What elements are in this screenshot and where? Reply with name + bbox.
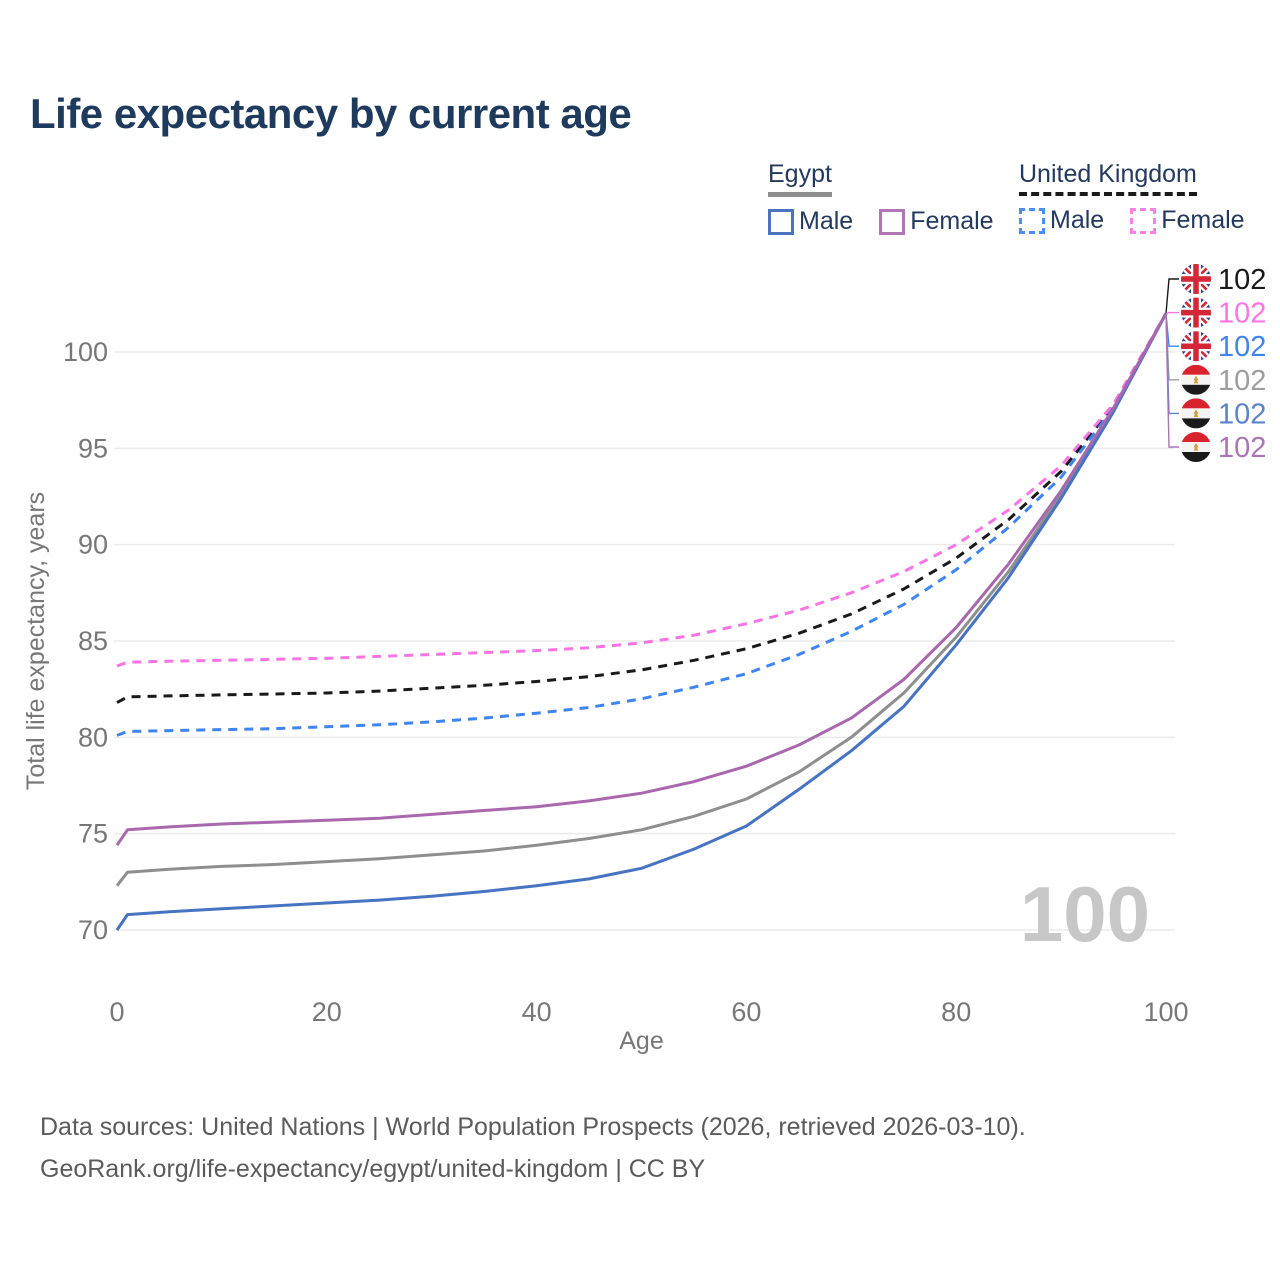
y-tick-label-90: 90 <box>78 530 108 560</box>
flag-band-black <box>1181 452 1211 462</box>
egypt-flag-icon <box>1181 364 1211 395</box>
footer-data-sources: Data sources: United Nations | World Pop… <box>40 1113 1026 1141</box>
legend-group-united-kingdom: United Kingdom Male Female <box>1019 160 1245 235</box>
x-tick-label-100: 100 <box>1143 997 1188 1027</box>
legend-header-egypt: Egypt <box>768 160 832 197</box>
legend-items-united-kingdom: Male Female <box>1019 206 1245 235</box>
flag-band-black <box>1181 418 1211 429</box>
flag-eagle <box>1193 443 1199 451</box>
egypt-female-swatch-icon <box>879 208 906 235</box>
egypt-flag-icon <box>1181 398 1211 429</box>
watermark-age-label: 100 <box>1020 870 1150 958</box>
egypt-flag-icon <box>1181 432 1211 462</box>
y-tick-label-80: 80 <box>78 722 108 752</box>
united-kingdom-flag-icon <box>1181 264 1211 294</box>
legend-items-egypt: Male Female <box>768 207 994 236</box>
end-value-label: 102 <box>1218 432 1266 464</box>
footer: Data sources: United Nations | World Pop… <box>40 1106 1026 1190</box>
legend-item-label: Male <box>799 207 854 235</box>
end-value-label: 102 <box>1218 365 1266 397</box>
page-title: Life expectancy by current age <box>30 90 632 137</box>
y-tick-label-70: 70 <box>78 915 108 945</box>
footer-attribution: GeoRank.org/life-expectancy/egypt/united… <box>40 1155 706 1183</box>
y-tick-label-100: 100 <box>63 337 108 367</box>
series-line-united-kingdom-male[interactable] <box>116 312 1168 737</box>
end-label-leader-line <box>1165 313 1179 448</box>
legend-item-uk-male[interactable]: Male <box>1019 206 1104 235</box>
legend-header-united-kingdom: United Kingdom <box>1019 160 1197 196</box>
end-value-label: 102 <box>1218 398 1266 430</box>
united-kingdom-flag-icon <box>1181 297 1211 328</box>
x-tick-label-0: 0 <box>109 997 124 1027</box>
x-tick-label-80: 80 <box>941 997 971 1027</box>
legend-item-label: Male <box>1050 206 1105 234</box>
legend-item-uk-female[interactable]: Female <box>1130 206 1245 235</box>
x-tick-label-40: 40 <box>522 997 552 1027</box>
flag-band-red <box>1181 364 1211 375</box>
y-axis-title: Total life expectancy, years <box>22 492 50 790</box>
flag-cross-red <box>1181 264 1211 294</box>
flag-eagle <box>1193 409 1199 417</box>
x-axis-title: Age <box>619 1027 663 1055</box>
legend-item-egypt-male[interactable]: Male <box>768 207 853 236</box>
legend-item-egypt-female[interactable]: Female <box>879 207 994 236</box>
end-value-label: 102 <box>1218 298 1266 330</box>
series-line-united-kingdom-both-sexes[interactable] <box>116 312 1168 704</box>
y-tick-label-85: 85 <box>78 626 108 656</box>
legend-item-label: Female <box>1161 206 1245 234</box>
flag-eagle <box>1193 375 1199 384</box>
legend: Egypt Male Female United Kingdom Male Fe… <box>0 160 1280 250</box>
end-label-leader-line <box>1165 278 1179 314</box>
uk-male-swatch-icon <box>1019 207 1045 234</box>
flag-cross-red <box>1181 297 1211 328</box>
flag-band-red <box>1181 398 1211 409</box>
x-tick-label-20: 20 <box>312 997 342 1027</box>
egypt-male-swatch-icon <box>768 208 794 235</box>
legend-group-egypt: Egypt Male Female <box>768 160 994 236</box>
end-value-label: 102 <box>1218 331 1266 363</box>
legend-item-label: Female <box>910 207 994 235</box>
flag-band-red <box>1181 432 1211 442</box>
uk-female-swatch-icon <box>1130 207 1157 234</box>
series-line-egypt-female[interactable] <box>115 312 1168 847</box>
series-line-egypt-both-sexes[interactable] <box>115 312 1168 887</box>
x-tick-label-60: 60 <box>731 997 761 1027</box>
y-tick-label-75: 75 <box>78 819 108 849</box>
end-label-leader-line <box>1165 311 1179 315</box>
series-line-united-kingdom-female[interactable] <box>116 312 1168 668</box>
series-line-egypt-male[interactable] <box>115 312 1168 931</box>
y-tick-label-95: 95 <box>78 433 108 463</box>
flag-band-black <box>1181 384 1211 395</box>
end-value-label: 102 <box>1218 264 1266 296</box>
flag-cross-red <box>1181 331 1211 362</box>
united-kingdom-flag-icon <box>1181 331 1211 362</box>
